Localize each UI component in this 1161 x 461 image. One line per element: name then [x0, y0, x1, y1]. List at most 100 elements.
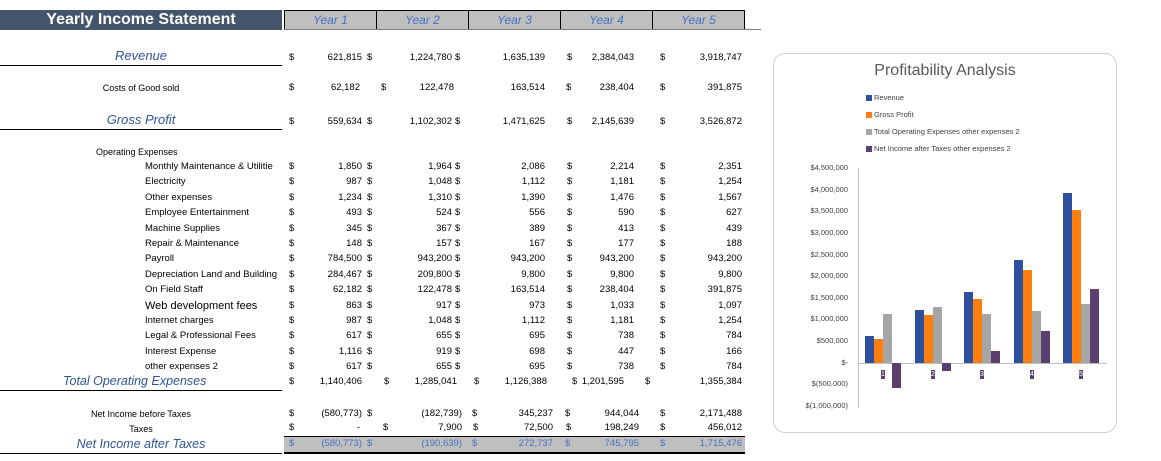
y-tick-label: $3,000,000	[810, 228, 848, 237]
chart-bar[interactable]	[933, 307, 942, 363]
chart-bar[interactable]	[874, 339, 883, 363]
cogs-row: $ 62,182 $ 122,478 $ 163,514 238,404 $ 3…	[289, 82, 742, 93]
expense-label: Electricity	[145, 176, 186, 187]
y-tick-label: $(500,000)	[811, 379, 848, 388]
expense-label: Employee Entertainment	[145, 207, 250, 218]
legend-revenue: Revenue	[866, 93, 904, 103]
year-header-3: Year 3	[469, 11, 561, 29]
y-axis	[858, 168, 859, 408]
cogs-label: Costs of Good sold	[102, 83, 180, 93]
expense-row: $617 $655 $695 $738 $784	[289, 330, 742, 341]
net-income-before-taxes-row: $ (580,773) $ (182,739) $ 345,237 $ 944,…	[289, 408, 742, 419]
chart-bar[interactable]	[924, 315, 933, 363]
chart-bar[interactable]	[892, 363, 901, 388]
chart-bar[interactable]	[973, 299, 982, 363]
net-income-after-taxes-label: Net Income after Taxes	[76, 437, 206, 451]
chart-bar[interactable]	[1041, 331, 1050, 363]
chart-bar[interactable]	[1032, 311, 1041, 363]
expense-row: $617 $655 $695 $738 $784	[289, 361, 742, 372]
chart-bar[interactable]	[942, 363, 951, 371]
revenue-y2: 1,224,780	[409, 52, 452, 63]
total-opex-underline	[0, 390, 282, 391]
chart-bar[interactable]	[1063, 193, 1072, 363]
y-tick-label: $4,500,000	[810, 163, 848, 172]
expense-row: $1,116 $919 $698 $447 $166	[289, 346, 742, 357]
x-tick-label: 3	[980, 370, 984, 379]
chart-bar[interactable]	[1072, 210, 1081, 363]
y-tick-label: $500,000	[816, 336, 848, 345]
y-tick-label: $-	[841, 358, 848, 367]
x-tick-label: 5	[1079, 370, 1083, 379]
expense-label: Internet charges	[145, 315, 214, 326]
gross-profit-underline	[0, 129, 282, 130]
x-axis	[858, 363, 1107, 364]
y-tick-label: $1,000,000	[810, 314, 848, 323]
expense-label: Web development fees	[145, 300, 258, 312]
expense-row: $863 $917 $973 $1,033 $1,097	[289, 300, 742, 311]
chart-bar[interactable]	[1023, 270, 1032, 363]
gross-profit-row: $ 559,634 $ 1,102,302 $ 1,471,625 $ 2,14…	[289, 116, 742, 127]
revenue-y3: 1,635,139	[502, 52, 545, 63]
expense-label: Payroll	[145, 253, 175, 264]
chart-bar[interactable]	[964, 292, 973, 363]
net-income-underline	[0, 453, 282, 454]
operating-expenses-label: Operating Expenses	[96, 147, 178, 157]
revenue-row: $ 621,815 $ 1,224,780 $ 1,635,139 $ 2,38…	[0, 51, 760, 65]
x-tick-label: 1	[881, 370, 885, 379]
expense-label: Other expenses	[145, 192, 213, 203]
expense-row: $148 $157 $167 $177 $188	[289, 238, 742, 249]
taxes-label: Taxes	[129, 424, 153, 434]
chart-bar[interactable]	[1014, 260, 1023, 363]
chart-bar[interactable]	[865, 336, 874, 363]
expense-row: $345 $367 $389 $413 $439	[289, 223, 742, 234]
legend-swatch-icon	[866, 95, 872, 102]
revenue-y4: 2,384,043	[591, 52, 634, 63]
chart-bar[interactable]	[1081, 304, 1090, 363]
expense-label: Legal & Professional Fees	[145, 330, 256, 341]
expense-label: Depreciation Land and Building	[145, 269, 278, 280]
revenue-y1: 621,815	[327, 52, 362, 63]
statement-title: Yearly Income Statement	[0, 10, 282, 30]
header-divider	[284, 29, 761, 30]
chart-title: Profitability Analysis	[874, 62, 1016, 79]
y-tick-label: $2,000,000	[810, 271, 848, 280]
expense-label: other expenses 2	[145, 361, 218, 372]
year-header-5: Year 5	[681, 13, 716, 27]
expense-row: $493 $524 $556 $590 $627	[289, 207, 742, 218]
expense-label: Monthly Maintenance & Utilitie	[145, 161, 273, 172]
net-income-before-taxes-label: Net Income before Taxes	[91, 409, 191, 419]
taxes-row: $ - $ 7,900 $ 72,500 $ 198,249 $ 456,012	[289, 422, 742, 433]
expense-row: $284,467 $209,800 $9,800 $9,800 $9,800	[289, 269, 742, 280]
total-opex-label: Total Operating Expenses	[63, 374, 207, 388]
year-header-4: Year 4	[561, 11, 653, 29]
x-tick-label: 4	[1030, 370, 1034, 379]
y-tick-label: $2,500,000	[810, 250, 848, 259]
year-header-row: Year 1 Year 2 Year 3 Year 4 Year 5	[284, 10, 745, 30]
chart-bar[interactable]	[991, 351, 1000, 363]
legend-swatch-icon	[866, 129, 872, 136]
expense-label: Machine Supplies	[145, 223, 220, 234]
net-income-after-taxes-row: $ (580,773) $ (190,639) $ 272,737 $ 745,…	[284, 437, 745, 452]
legend-swatch-icon	[866, 146, 872, 153]
chart-bar[interactable]	[982, 314, 991, 363]
total-opex-row: $ 1,140,406 $ 1,285,041 $ 1,126,388 $ 1,…	[289, 376, 742, 387]
expense-row: $784,500 $943,200 $943,200 $943,200 $943,200	[289, 253, 742, 264]
chart-bar[interactable]	[915, 310, 924, 363]
revenue-label: Revenue	[114, 48, 168, 63]
x-tick-label: 2	[931, 370, 935, 379]
legend-gross-profit: Gross Profit	[866, 110, 914, 120]
net-income-double-rule	[284, 452, 745, 454]
expense-label: Interest Expense	[145, 346, 217, 357]
chart-bar[interactable]	[883, 314, 892, 363]
legend-net-income: Net Income after Taxes other expenses 2	[866, 144, 1011, 154]
chart-bar[interactable]	[1090, 289, 1099, 363]
expense-label: Repair & Maintenance	[145, 238, 239, 249]
revenue-underline	[0, 65, 282, 66]
legend-swatch-icon	[866, 112, 872, 119]
year-header-1: Year 1	[285, 11, 377, 29]
expense-label: On Field Staff	[145, 284, 203, 295]
year-header-2: Year 2	[377, 11, 469, 29]
legend-total-opex: Total Operating Expenses other expenses …	[866, 127, 1020, 137]
y-tick-label: $1,500,000	[810, 293, 848, 302]
expense-row: $62,182 $122,478 $163,514 $238,404 $391,875	[289, 284, 742, 295]
